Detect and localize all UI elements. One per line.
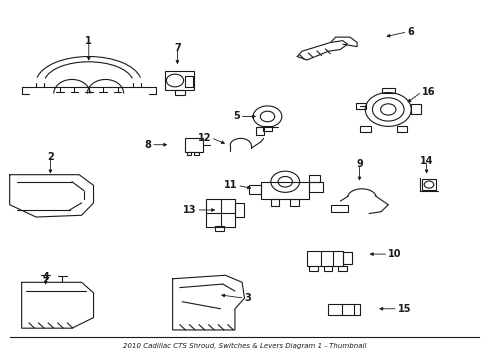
- Bar: [206, 199, 234, 227]
- Bar: [381, 87, 394, 93]
- Bar: [421, 179, 435, 190]
- Text: 16: 16: [421, 87, 434, 97]
- Bar: [396, 126, 407, 132]
- Bar: [360, 126, 370, 132]
- Bar: [410, 104, 420, 114]
- Bar: [261, 182, 308, 199]
- Text: 15: 15: [397, 304, 410, 314]
- Text: 3: 3: [244, 293, 251, 303]
- Bar: [270, 199, 279, 206]
- Bar: [308, 175, 319, 183]
- Bar: [214, 226, 224, 231]
- Text: 9: 9: [355, 159, 362, 169]
- Bar: [165, 71, 194, 90]
- Bar: [308, 266, 317, 271]
- Text: 12: 12: [197, 133, 210, 143]
- Bar: [323, 266, 331, 271]
- Bar: [255, 127, 264, 135]
- Text: 2: 2: [47, 152, 54, 162]
- Bar: [308, 182, 322, 192]
- Text: 7: 7: [174, 43, 181, 53]
- Text: 11: 11: [224, 180, 237, 190]
- Text: 6: 6: [407, 27, 413, 37]
- Text: 10: 10: [387, 249, 401, 259]
- Bar: [306, 251, 342, 266]
- Bar: [184, 76, 193, 86]
- Text: 8: 8: [144, 140, 151, 150]
- Bar: [289, 199, 298, 206]
- Text: 13: 13: [183, 205, 196, 215]
- Text: 2010 Cadillac CTS Shroud, Switches & Levers Diagram 1 - Thumbnail: 2010 Cadillac CTS Shroud, Switches & Lev…: [122, 343, 366, 349]
- Bar: [234, 203, 244, 217]
- Text: 4: 4: [42, 272, 49, 282]
- Bar: [337, 266, 346, 271]
- Bar: [327, 304, 360, 315]
- Bar: [184, 138, 203, 153]
- Text: 5: 5: [232, 112, 239, 121]
- Bar: [186, 152, 191, 155]
- Bar: [342, 252, 351, 264]
- Bar: [194, 152, 199, 155]
- Bar: [355, 103, 366, 109]
- Bar: [330, 205, 347, 212]
- Text: 14: 14: [419, 156, 432, 166]
- Bar: [262, 126, 272, 131]
- Bar: [175, 90, 184, 95]
- Bar: [249, 185, 261, 194]
- Text: 1: 1: [85, 36, 92, 46]
